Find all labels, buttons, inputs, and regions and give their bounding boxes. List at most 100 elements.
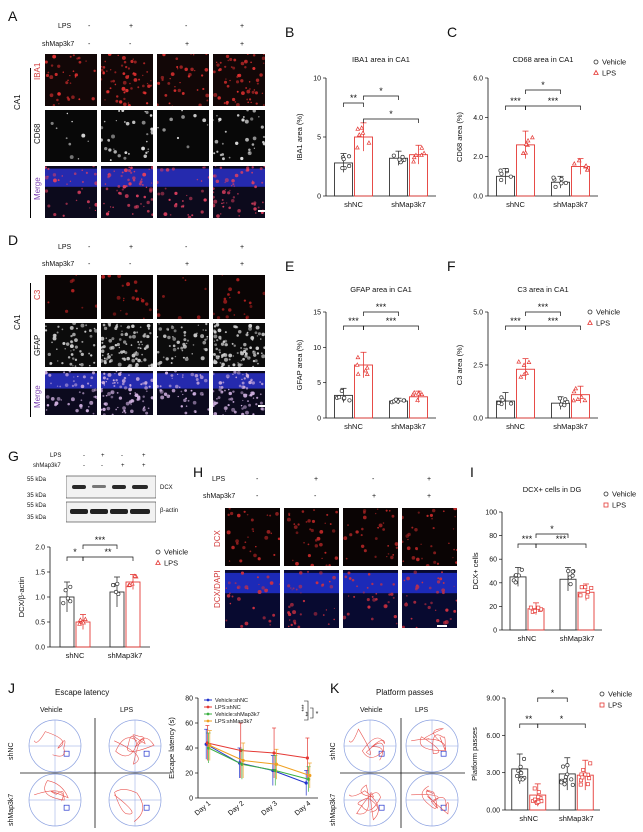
chart-G-pt-1-0-4	[81, 620, 86, 625]
panel-h-sh-2: +	[372, 493, 377, 500]
chart-G-sig-2: ***	[95, 535, 106, 545]
chart-K-pt-0-1-6	[563, 774, 568, 780]
chart-K-pt-0-1-3	[559, 780, 564, 785]
gridD-tile-r1c3	[213, 323, 265, 367]
panel-g-actin-bands	[70, 509, 150, 514]
chart-C-sig-bracket-2	[525, 89, 561, 94]
chart-F-ytick-label-2: 5.0	[473, 310, 483, 317]
panel-d-lps-0: -	[88, 244, 91, 251]
panel-k-title: Platform passes	[376, 688, 434, 697]
panel-a-region: CA1	[13, 94, 22, 110]
chart-I-pt-1-1-0	[583, 585, 588, 590]
chart-G-ytick-label-2: 1.0	[35, 595, 45, 602]
chart-K-ylabel: Platform passes	[470, 727, 479, 781]
panel-g-marker-3: 35 kDa	[27, 515, 47, 521]
chart-B-sig-2: *	[379, 86, 383, 96]
panel-letter-h: H	[193, 464, 204, 480]
gridD-tile-r1c0	[45, 323, 97, 367]
panel-h-lps-1: +	[314, 476, 319, 483]
chart-G-ytick-label-1: 0.5	[35, 620, 45, 627]
chart-J-legend-dot-2	[206, 712, 210, 716]
chart-K-cat-1: shMap3k7	[559, 814, 594, 823]
panel-g-blot-image	[66, 475, 156, 523]
chart-G-legend-lps-marker	[155, 559, 161, 565]
chart-E-sig-bracket-1	[363, 325, 419, 330]
chart-F-legend-lps: LPS	[596, 319, 610, 328]
chart-B-sig-1: *	[389, 109, 393, 119]
chart-I-sig-bracket-1	[535, 543, 587, 548]
chart-I-sig-0: ***	[522, 534, 533, 544]
chart-C-ytick-label-0: 0.0	[473, 194, 483, 201]
panel-d-sh-3: +	[240, 261, 245, 268]
panel-d-merge-label: Merge	[33, 385, 42, 408]
chart-F-pt-0-0-3	[496, 401, 501, 406]
chart-b: IBA1 area in CA1 0 5 10 IBA1 area (%) shNC shM…	[295, 55, 436, 209]
gridA-tile-r0c1	[101, 54, 153, 106]
chart-G-ytick-label-0: 0.0	[35, 645, 45, 652]
chart-G-pt-0-0-1	[61, 601, 66, 606]
chart-C-sig-2: *	[541, 80, 545, 90]
chart-E-ytick-label-3: 15	[313, 310, 321, 317]
gridD-tile-r2c0	[45, 371, 97, 415]
chart-G-pt-0-0-2	[68, 584, 73, 589]
chart-E-pt-0-0-1	[347, 398, 352, 403]
gridH-tile-r1c2	[343, 570, 398, 628]
panel-h-lps-0: -	[256, 476, 259, 483]
chart-B-ylabel: IBA1 area (%)	[295, 113, 304, 161]
panel-h-dcx-label: DCX	[213, 530, 222, 547]
chart-K-legend-lps: LPS	[608, 701, 622, 710]
chart-I-cat-0: shNC	[518, 634, 537, 643]
chart-K-pt-0-1-4	[561, 764, 566, 769]
chart-F-pt-0-1-2	[562, 403, 567, 408]
chart-E-sig-bracket-0	[343, 325, 364, 330]
chart-B-pt-1-1-1	[419, 145, 425, 150]
chart-I-ytick-label-4: 80	[489, 533, 497, 540]
panel-d-region: CA1	[13, 314, 22, 330]
chart-B-pt-1-1-3	[413, 152, 419, 157]
chart-K-pt-0-0-8	[519, 771, 524, 776]
chart-J-sig-0: ***	[302, 704, 308, 712]
chart-B-cat-0: shNC	[344, 200, 363, 209]
chart-E-pt-1-0-5	[355, 354, 361, 360]
chart-B-pt-1-1-4	[421, 150, 427, 155]
chart-C-pt-0-0-4	[499, 177, 504, 183]
gridD-tile-r0c1	[101, 275, 153, 319]
chart-J-ytick-label-3: 60	[185, 721, 193, 728]
chart-E-ytick-label-2: 10	[313, 345, 321, 352]
panel-letter-e: E	[285, 258, 295, 274]
chart-F-title: C3 area in CA1	[517, 285, 568, 294]
chart-C-legend-lps-marker	[593, 69, 599, 75]
chart-J-line-0	[205, 743, 307, 784]
panel-d-gfap-label: GFAP	[33, 334, 42, 356]
chart-J-pt-1-0	[205, 741, 209, 745]
panel-a-sh-2: +	[185, 41, 190, 48]
chart-F-pt-1-1-1	[571, 388, 577, 394]
chart-k: 0.00 3.00 6.00 9.00 Platform passes shNC shMap…	[470, 688, 632, 823]
panel-h-lps-3: +	[427, 476, 432, 483]
gridA-tile-r1c3	[213, 110, 265, 162]
chart-G-ylabel: DCX/β-actin	[17, 577, 26, 618]
chart-B-pt-0-1-4	[400, 154, 405, 159]
gridH-tile-r0c3	[402, 508, 457, 566]
chart-C-pt-1-0-3	[523, 150, 529, 155]
chart-I-pt-1-0-5	[536, 605, 541, 610]
panel-a-sh-1: -	[129, 41, 132, 48]
chart-C-ylabel: CD68 area (%)	[455, 111, 464, 162]
gridH-tile-r1c3	[402, 570, 457, 628]
chart-B-sig-0: **	[350, 93, 358, 103]
chart-C-legend-lps: LPS	[602, 69, 616, 78]
chart-K-pt-0-1-8	[570, 782, 575, 787]
panel-d-sh-1: -	[129, 261, 132, 268]
chart-j: 0 20 40 60 80 Escape latency (s) Day 1 Day 2 Day…	[167, 696, 319, 818]
chart-E-pt-1-1-3	[411, 389, 417, 395]
chart-E-pt-0-1-2	[401, 398, 406, 403]
chart-K-pt-1-1-7	[580, 775, 585, 780]
chart-I-pt-0-0-1	[519, 567, 524, 572]
mazeK-platform-1	[440, 750, 447, 757]
chart-K-legend-vehicle: Vehicle	[608, 690, 632, 699]
chart-I-pt-1-0-3	[532, 608, 537, 613]
chart-J-xtick-2: Day 3	[260, 800, 279, 817]
chart-I-pt-0-0-4	[513, 580, 518, 585]
chart-G-sig-bracket-2	[82, 544, 118, 549]
chart-B-pt-0-0-2	[346, 154, 352, 159]
